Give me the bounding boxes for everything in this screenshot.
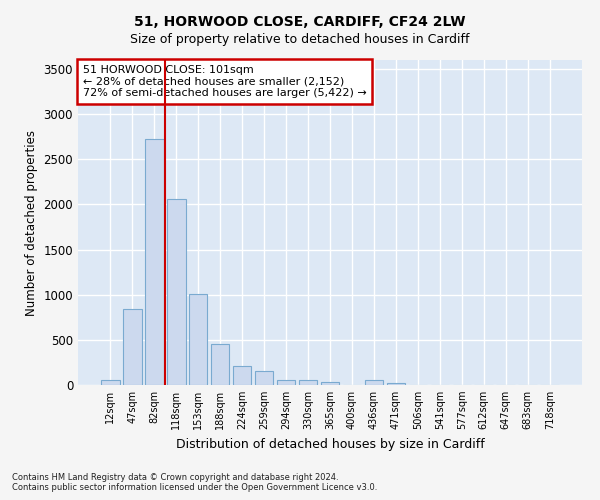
Bar [299,380,317,385]
Bar [101,380,119,385]
Text: Size of property relative to detached houses in Cardiff: Size of property relative to detached ho… [130,32,470,46]
Y-axis label: Number of detached properties: Number of detached properties [25,130,38,316]
Text: 51 HORWOOD CLOSE: 101sqm
← 28% of detached houses are smaller (2,152)
72% of sem: 51 HORWOOD CLOSE: 101sqm ← 28% of detach… [83,65,367,98]
Bar [320,382,340,385]
Bar [211,344,229,385]
Text: 51, HORWOOD CLOSE, CARDIFF, CF24 2LW: 51, HORWOOD CLOSE, CARDIFF, CF24 2LW [134,15,466,29]
Bar [255,372,274,385]
Bar [233,366,251,385]
Bar [145,140,164,385]
Bar [386,382,405,385]
Bar [189,294,208,385]
Bar [365,380,383,385]
Text: Contains HM Land Registry data © Crown copyright and database right 2024.
Contai: Contains HM Land Registry data © Crown c… [12,473,377,492]
X-axis label: Distribution of detached houses by size in Cardiff: Distribution of detached houses by size … [176,438,484,450]
Bar [167,199,185,385]
Bar [277,380,295,385]
Bar [123,308,142,385]
